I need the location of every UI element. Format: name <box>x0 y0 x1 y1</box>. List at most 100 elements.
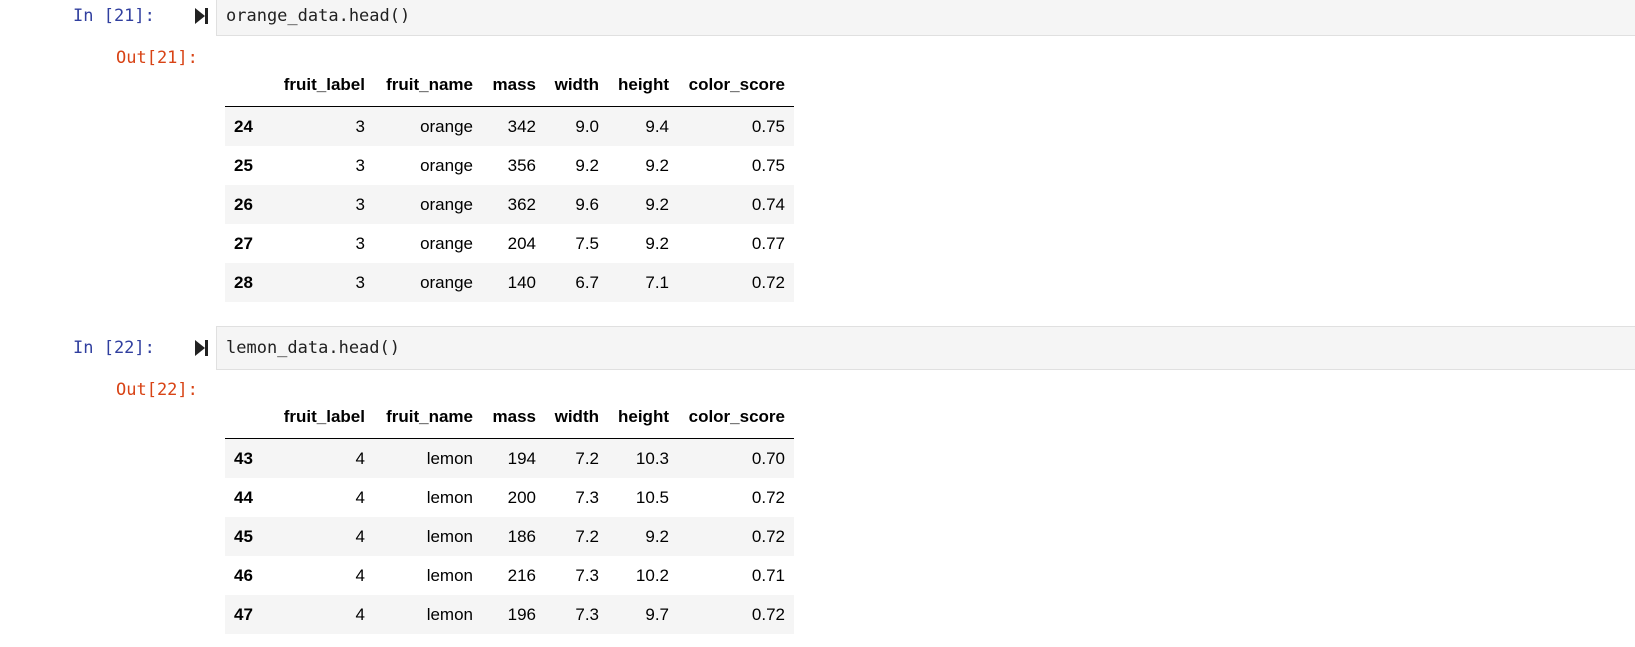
row-index: 46 <box>234 565 253 585</box>
cell-fruit-label: 3 <box>355 194 365 214</box>
cell-width: 7.2 <box>575 448 599 468</box>
cell-color-score: 0.72 <box>751 272 785 292</box>
code-text[interactable]: orange_data.head() <box>226 6 411 26</box>
cell-mass: 186 <box>507 526 536 546</box>
cell-height: 9.2 <box>645 155 669 175</box>
cell-mass: 194 <box>507 448 536 468</box>
column-header: mass <box>482 396 545 439</box>
row-index: 43 <box>234 448 253 468</box>
dataframe-table: fruit_label fruit_name mass width height… <box>225 64 794 302</box>
column-header: fruit_name <box>374 396 482 439</box>
run-cell-icon[interactable] <box>194 339 210 357</box>
cell-height: 9.7 <box>645 604 669 624</box>
row-index: 45 <box>234 526 253 546</box>
table-row: 45 4 lemon 186 7.2 9.2 0.72 <box>225 517 794 556</box>
column-header: color_score <box>678 396 794 439</box>
table-row: 26 3 orange 362 9.6 9.2 0.74 <box>225 185 794 224</box>
run-cell-icon[interactable] <box>194 7 210 25</box>
cell-fruit-name: orange <box>420 155 473 175</box>
cell-fruit-name: lemon <box>426 487 473 507</box>
column-header: height <box>608 64 678 107</box>
table-row: 46 4 lemon 216 7.3 10.2 0.71 <box>225 556 794 595</box>
cell-color-score: 0.75 <box>751 116 785 136</box>
input-prompt: In [21]: <box>73 6 155 26</box>
cell-width: 7.5 <box>575 233 599 253</box>
cell-height: 10.2 <box>635 565 669 585</box>
cell-width: 9.0 <box>575 116 599 136</box>
column-header: width <box>545 64 608 107</box>
cell-fruit-label: 4 <box>355 526 365 546</box>
cell-color-score: 0.77 <box>751 233 785 253</box>
cell-mass: 356 <box>507 155 536 175</box>
cell-fruit-label: 3 <box>355 233 365 253</box>
cell-mass: 216 <box>507 565 536 585</box>
table-row: 24 3 orange 342 9.0 9.4 0.75 <box>225 106 794 146</box>
output-prompt: Out[22]: <box>116 380 198 400</box>
cell-fruit-name: lemon <box>426 604 473 624</box>
cell-fruit-name: lemon <box>426 526 473 546</box>
cell-fruit-label: 4 <box>355 487 365 507</box>
code-input[interactable]: orange_data.head() <box>216 0 1635 36</box>
column-header: height <box>608 396 678 439</box>
notebook-cell-21: In [21]: orange_data.head() Out[21]: fru… <box>0 0 1635 310</box>
index-header <box>225 64 271 107</box>
row-index: 24 <box>234 116 253 136</box>
cell-width: 7.2 <box>575 526 599 546</box>
cell-mass: 200 <box>507 487 536 507</box>
column-header: fruit_label <box>271 396 374 439</box>
table-row: 25 3 orange 356 9.2 9.2 0.75 <box>225 146 794 185</box>
cell-color-score: 0.75 <box>751 155 785 175</box>
cell-height: 10.3 <box>635 448 669 468</box>
table-row: 47 4 lemon 196 7.3 9.7 0.72 <box>225 595 794 634</box>
cell-color-score: 0.72 <box>751 487 785 507</box>
code-text[interactable]: lemon_data.head() <box>226 338 400 358</box>
cell-color-score: 0.74 <box>751 194 785 214</box>
cell-fruit-label: 3 <box>355 155 365 175</box>
cell-height: 10.5 <box>635 487 669 507</box>
cell-width: 9.6 <box>575 194 599 214</box>
cell-mass: 140 <box>507 272 536 292</box>
cell-height: 9.2 <box>645 526 669 546</box>
cell-mass: 196 <box>507 604 536 624</box>
cell-height: 7.1 <box>645 272 669 292</box>
cell-fruit-name: lemon <box>426 448 473 468</box>
table-header-row: fruit_label fruit_name mass width height… <box>225 64 794 107</box>
notebook-cell-22: In [22]: lemon_data.head() Out[22]: frui… <box>0 326 1635 647</box>
cell-fruit-label: 4 <box>355 604 365 624</box>
cell-width: 7.3 <box>575 487 599 507</box>
cell-fruit-name: orange <box>420 272 473 292</box>
cell-fruit-label: 4 <box>355 565 365 585</box>
table-row: 44 4 lemon 200 7.3 10.5 0.72 <box>225 478 794 517</box>
row-index: 25 <box>234 155 253 175</box>
cell-width: 7.3 <box>575 604 599 624</box>
cell-width: 6.7 <box>575 272 599 292</box>
cell-fruit-name: orange <box>420 233 473 253</box>
index-header <box>225 396 271 439</box>
table-row: 27 3 orange 204 7.5 9.2 0.77 <box>225 224 794 263</box>
code-input[interactable]: lemon_data.head() <box>216 326 1635 370</box>
cell-color-score: 0.70 <box>751 448 785 468</box>
cell-mass: 362 <box>507 194 536 214</box>
cell-height: 9.2 <box>645 194 669 214</box>
table-row: 43 4 lemon 194 7.2 10.3 0.70 <box>225 438 794 478</box>
row-index: 27 <box>234 233 253 253</box>
column-header: fruit_name <box>374 64 482 107</box>
output-prompt: Out[21]: <box>116 48 198 68</box>
column-header: mass <box>482 64 545 107</box>
cell-fruit-label: 4 <box>355 448 365 468</box>
cell-fruit-name: orange <box>420 116 473 136</box>
table-header-row: fruit_label fruit_name mass width height… <box>225 396 794 439</box>
cell-width: 7.3 <box>575 565 599 585</box>
cell-fruit-label: 3 <box>355 272 365 292</box>
cell-mass: 342 <box>507 116 536 136</box>
table-row: 28 3 orange 140 6.7 7.1 0.72 <box>225 263 794 302</box>
cell-width: 9.2 <box>575 155 599 175</box>
cell-color-score: 0.72 <box>751 604 785 624</box>
row-index: 26 <box>234 194 253 214</box>
input-prompt: In [22]: <box>73 338 155 358</box>
row-index: 28 <box>234 272 253 292</box>
cell-fruit-label: 3 <box>355 116 365 136</box>
row-index: 47 <box>234 604 253 624</box>
column-header: color_score <box>678 64 794 107</box>
cell-color-score: 0.71 <box>751 565 785 585</box>
